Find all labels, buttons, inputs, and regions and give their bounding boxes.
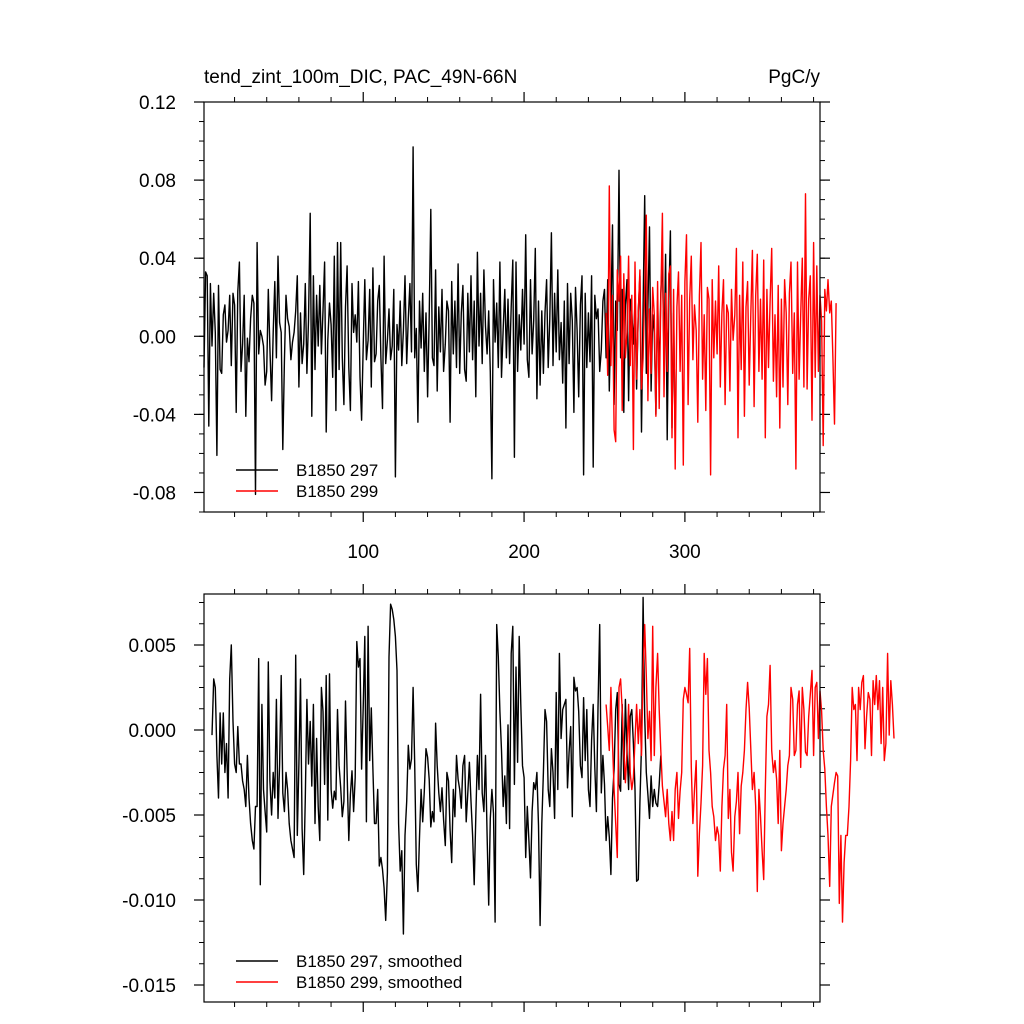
top-panel-frame	[203, 101, 821, 513]
top-x-tick-label-0: 100	[347, 542, 379, 563]
bottom-legend-label-297: B1850 297, smoothed	[296, 952, 462, 971]
top-y-tick-label-2: 0.00	[139, 327, 176, 348]
bottom-panel: -0.015 -0.010 -0.005 0.000 0.005 B1850 297, …	[122, 584, 895, 1012]
bottom-panel-frame	[203, 593, 821, 1003]
bottom-series-line-0	[211, 596, 662, 935]
top-y-tick-label-5: 0.12	[139, 93, 176, 114]
top-panel-series	[203, 146, 837, 496]
top-series-line-0	[203, 146, 676, 496]
bottom-legend: B1850 297, smoothed B1850 299, smoothed	[236, 952, 462, 992]
top-panel: tend_zint_100m_DIC, PAC_49N-66N PgC/y -0…	[133, 67, 837, 563]
bottom-series-line-1	[605, 623, 895, 923]
bottom-y-tick-label-4: 0.005	[128, 636, 176, 657]
bottom-panel-series	[211, 596, 895, 935]
bottom-y-tick-label-1: -0.010	[122, 891, 176, 912]
top-y-tick-label-1: -0.04	[133, 405, 177, 426]
bottom-y-tick-label-0: -0.015	[122, 976, 176, 997]
top-x-tick-label-1: 200	[508, 542, 540, 563]
bottom-legend-label-299: B1850 299, smoothed	[296, 973, 462, 992]
top-legend-label-297: B1850 297	[296, 461, 378, 480]
top-panel-units: PgC/y	[768, 67, 820, 88]
top-series-line-1	[605, 185, 837, 476]
top-panel-ticks: -0.08 -0.04 0.00 0.04 0.08 0.12 100 200 300	[133, 92, 830, 563]
top-y-tick-label-3: 0.04	[139, 249, 176, 270]
bottom-y-tick-label-3: 0.000	[128, 721, 176, 742]
top-legend: B1850 297 B1850 299	[236, 461, 378, 501]
top-x-tick-label-2: 300	[669, 542, 701, 563]
top-legend-label-299: B1850 299	[296, 482, 378, 501]
bottom-y-tick-label-2: -0.005	[122, 806, 176, 827]
top-panel-title: tend_zint_100m_DIC, PAC_49N-66N	[204, 67, 517, 88]
bottom-panel-ticks: -0.015 -0.010 -0.005 0.000 0.005	[122, 584, 830, 1012]
top-y-tick-label-0: -0.08	[133, 483, 176, 504]
top-y-tick-label-4: 0.08	[139, 171, 176, 192]
